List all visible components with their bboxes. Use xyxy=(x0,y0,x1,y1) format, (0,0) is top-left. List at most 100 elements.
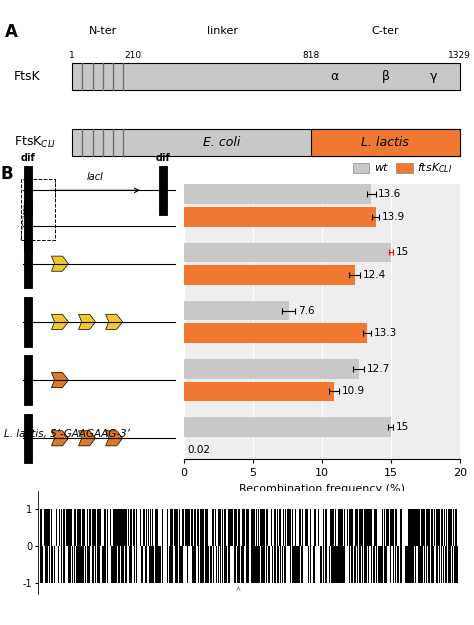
Bar xyxy=(89,546,90,582)
Bar xyxy=(228,546,229,582)
Bar xyxy=(112,546,113,582)
Bar xyxy=(122,546,123,582)
Bar xyxy=(416,509,417,546)
Text: 818: 818 xyxy=(302,51,319,59)
Bar xyxy=(336,546,337,582)
Bar xyxy=(114,546,115,582)
Bar xyxy=(98,546,99,582)
Bar xyxy=(295,509,296,546)
Bar xyxy=(247,546,248,582)
Bar xyxy=(197,509,198,546)
Bar xyxy=(175,546,176,582)
Bar xyxy=(452,546,453,582)
Polygon shape xyxy=(106,431,123,446)
Bar xyxy=(181,546,182,582)
Bar xyxy=(241,546,242,582)
Bar xyxy=(245,546,246,582)
Text: β: β xyxy=(382,70,390,83)
Bar xyxy=(323,546,324,582)
Bar xyxy=(104,509,105,546)
Bar xyxy=(177,546,178,582)
Text: 15: 15 xyxy=(396,422,410,432)
Bar xyxy=(110,509,111,546)
Bar xyxy=(405,546,406,582)
Bar xyxy=(344,546,345,582)
Bar xyxy=(292,546,293,582)
Bar xyxy=(382,546,383,582)
Text: 12.4: 12.4 xyxy=(363,270,386,280)
Bar xyxy=(114,509,115,546)
Bar xyxy=(224,546,225,582)
Bar xyxy=(431,546,432,582)
Bar xyxy=(285,546,286,582)
Bar xyxy=(211,546,212,582)
Bar xyxy=(122,509,123,546)
Bar xyxy=(237,546,238,582)
Bar xyxy=(279,509,280,546)
Bar xyxy=(271,509,272,546)
Bar xyxy=(82,509,83,546)
Bar xyxy=(401,546,402,582)
Bar xyxy=(198,546,199,582)
Bar xyxy=(399,546,400,582)
Bar xyxy=(131,546,132,582)
Bar xyxy=(74,509,75,546)
Bar xyxy=(413,546,414,582)
Bar xyxy=(406,546,407,582)
Bar xyxy=(251,546,252,582)
Bar xyxy=(409,509,410,546)
Bar xyxy=(187,509,188,546)
Bar xyxy=(206,509,207,546)
Bar xyxy=(299,509,300,546)
Polygon shape xyxy=(79,314,95,329)
Bar xyxy=(338,509,339,546)
Bar xyxy=(136,546,137,582)
Bar xyxy=(69,546,70,582)
Bar xyxy=(451,509,452,546)
Bar xyxy=(68,546,69,582)
Bar xyxy=(356,509,357,546)
Bar xyxy=(220,509,221,546)
Bar xyxy=(96,546,97,582)
Bar xyxy=(285,509,286,546)
Bar xyxy=(78,546,79,582)
Bar xyxy=(392,509,393,546)
Bar xyxy=(205,509,206,546)
Bar xyxy=(280,509,281,546)
Bar xyxy=(256,509,257,546)
Text: N-ter: N-ter xyxy=(89,26,117,36)
Bar xyxy=(136,509,137,546)
Bar xyxy=(172,546,173,582)
Bar xyxy=(422,509,423,546)
Text: FtsK: FtsK xyxy=(14,70,41,83)
Bar xyxy=(113,509,114,546)
Bar xyxy=(155,509,156,546)
Bar xyxy=(386,509,387,546)
Bar xyxy=(127,546,128,582)
Bar xyxy=(201,509,202,546)
Text: linker: linker xyxy=(207,26,237,36)
Bar xyxy=(242,509,243,546)
Bar xyxy=(58,546,59,582)
Bar xyxy=(290,546,291,582)
Text: 13.9: 13.9 xyxy=(382,212,405,222)
Bar xyxy=(90,509,91,546)
Bar xyxy=(363,546,364,582)
Text: 15: 15 xyxy=(395,248,409,258)
Bar xyxy=(325,509,326,546)
Bar xyxy=(24,356,32,405)
Bar xyxy=(176,546,177,582)
Bar xyxy=(126,546,127,582)
Bar xyxy=(253,546,254,582)
Bar xyxy=(374,509,375,546)
Bar xyxy=(44,509,45,546)
Bar xyxy=(268,546,269,582)
Bar xyxy=(456,546,457,582)
Bar xyxy=(70,509,71,546)
Bar xyxy=(258,546,259,582)
Bar xyxy=(222,509,223,546)
Bar xyxy=(83,546,84,582)
Bar xyxy=(252,546,253,582)
Polygon shape xyxy=(52,372,68,388)
Bar xyxy=(141,546,142,582)
